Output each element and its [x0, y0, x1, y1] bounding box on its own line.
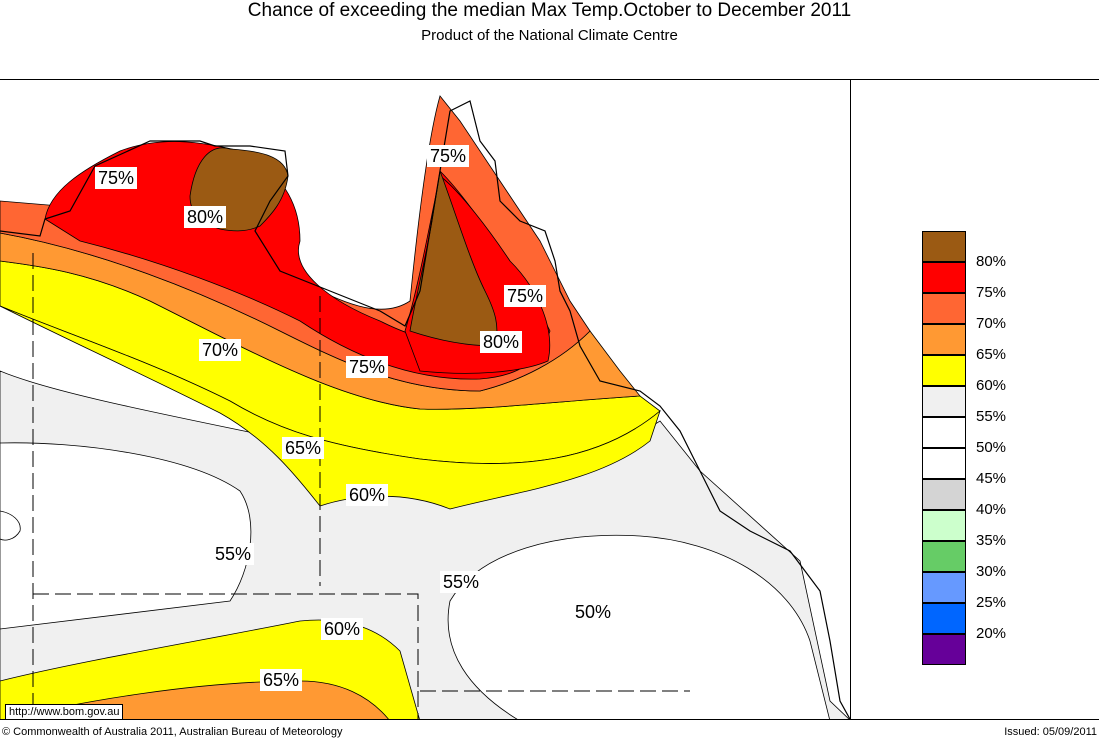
legend-label: 55% [976, 408, 1007, 425]
legend-swatch [922, 386, 966, 417]
legend-label: 40% [976, 501, 1007, 518]
contour-label: 60% [346, 484, 389, 506]
legend-swatch [922, 231, 966, 262]
legend-label: 30% [976, 563, 1007, 580]
legend-swatch [922, 324, 966, 355]
legend-swatch [922, 448, 966, 479]
legend-swatch [922, 634, 966, 665]
map-subtitle: Product of the National Climate Centre [421, 27, 678, 44]
contour-label: 65% [282, 437, 325, 459]
copyright-text: © Commonwealth of Australia 2011, Austra… [2, 726, 343, 738]
legend-label: 60% [976, 377, 1007, 394]
legend-label: 70% [976, 315, 1007, 332]
contour-label: 70% [199, 339, 242, 361]
legend-swatch [922, 510, 966, 541]
legend-swatch [922, 355, 966, 386]
contour-label: 55% [212, 543, 255, 565]
contour-label: 80% [184, 206, 227, 228]
legend-swatch [922, 572, 966, 603]
legend-label: 20% [976, 625, 1007, 642]
contour-label: 55% [440, 571, 483, 593]
legend-swatch [922, 479, 966, 510]
contour-label: 50% [572, 601, 615, 623]
legend-swatch [922, 417, 966, 448]
legend-label: 80% [976, 253, 1007, 270]
map-title: Chance of exceeding the median Max Temp.… [247, 0, 852, 21]
contour-label: 80% [480, 331, 523, 353]
legend-swatch [922, 541, 966, 572]
legend-swatch [922, 262, 966, 293]
legend-swatch [922, 293, 966, 324]
climate-outlook-map [0, 80, 850, 719]
legend-label: 45% [976, 470, 1007, 487]
legend-label: 65% [976, 346, 1007, 363]
legend-panel [850, 79, 1099, 720]
source-url[interactable]: http://www.bom.gov.au [5, 704, 124, 720]
contour-label: 75% [504, 285, 547, 307]
legend-label: 75% [976, 284, 1007, 301]
legend-label: 25% [976, 594, 1007, 611]
contour-label: 65% [260, 669, 303, 691]
legend-label: 50% [976, 439, 1007, 456]
contour-label: 75% [346, 356, 389, 378]
legend-label: 35% [976, 532, 1007, 549]
legend-swatch [922, 603, 966, 634]
contour-label: 75% [95, 167, 138, 189]
contour-label: 60% [321, 618, 364, 640]
map-panel: 75% 80% 75% 75% 80% 70% 75% 65% 60% 55% … [0, 79, 851, 720]
issued-date: Issued: 05/09/2011 [1004, 726, 1097, 738]
contour-label: 75% [427, 145, 470, 167]
